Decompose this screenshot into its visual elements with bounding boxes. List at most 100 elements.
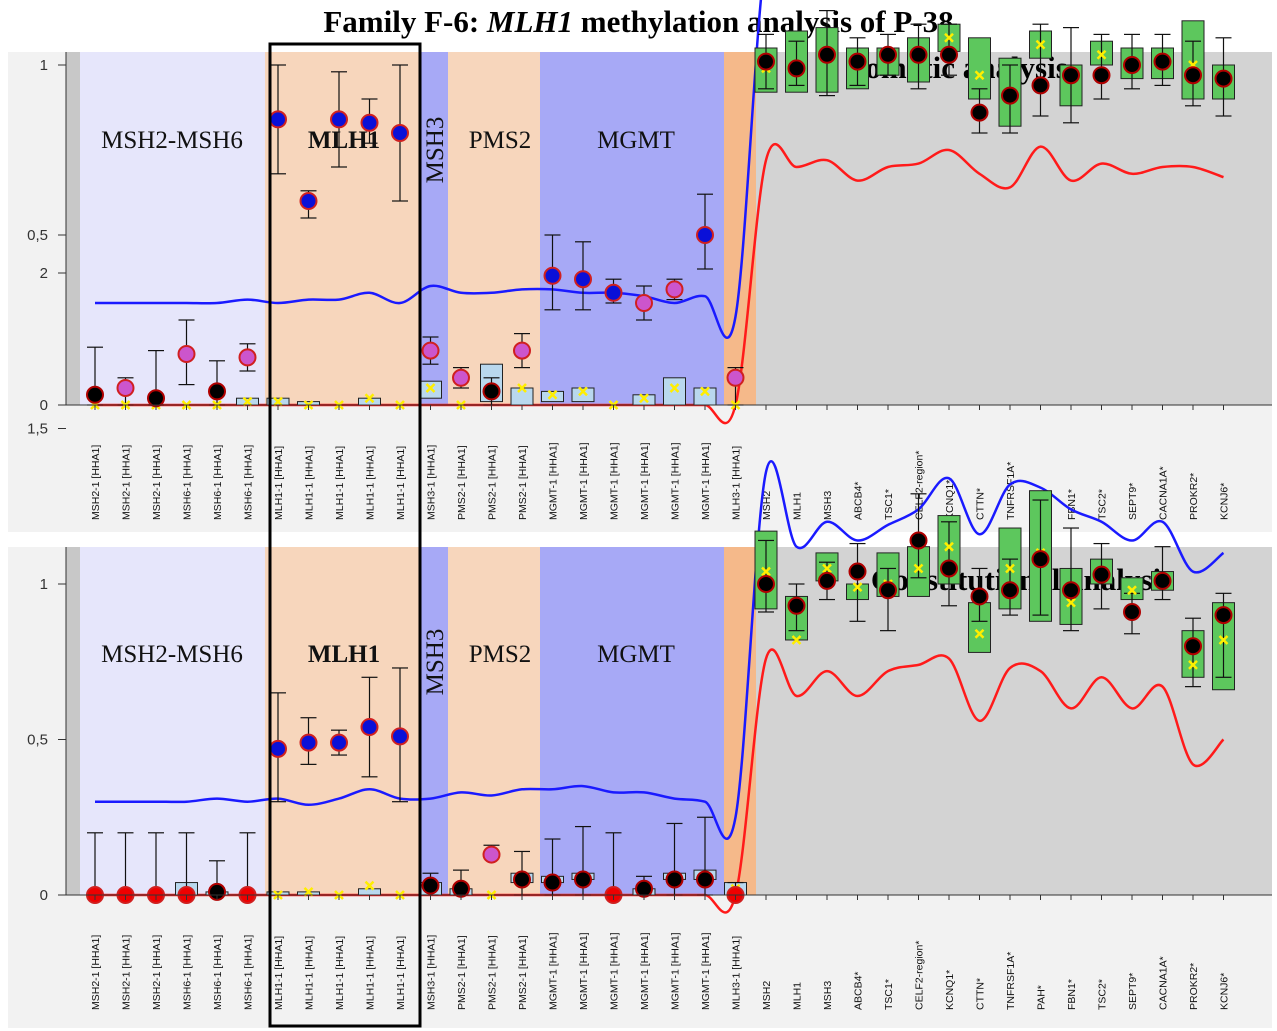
x-tick-label: MLH1-1 [HHA1] <box>365 936 377 1010</box>
y-tick-label: 0 <box>40 397 48 414</box>
data-point <box>787 596 806 615</box>
data-point <box>116 379 135 397</box>
x-tick-label: KCNQ1* <box>944 970 956 1010</box>
x-tick-label: MGMT-1 [HHA1] <box>670 932 682 1010</box>
data-point <box>86 385 104 404</box>
median-marker <box>974 70 985 81</box>
x-tick-label: ABCB4* <box>853 971 865 1010</box>
x-tick-label: FBN1* <box>1066 489 1078 520</box>
data-point <box>269 110 287 129</box>
mlh1-highlight-frame <box>268 42 422 1028</box>
data-point <box>360 718 379 737</box>
data-point <box>482 382 501 401</box>
data-point <box>421 876 440 895</box>
region-label-pms2: PMS2 <box>469 641 532 668</box>
x-tick-label: MLH1-1 [HHA1] <box>334 446 346 520</box>
data-point <box>635 879 653 898</box>
data-point <box>269 739 287 758</box>
median-marker <box>700 386 710 397</box>
median-marker <box>761 566 771 577</box>
data-point <box>665 280 684 299</box>
x-tick-label: MGMT-1 [HHA1] <box>609 442 621 520</box>
x-tick-label: MSH6-1 [HHA1] <box>182 935 194 1010</box>
median-marker <box>639 393 649 404</box>
x-tick-label: KCNQ1* <box>944 480 956 520</box>
y-tick-label: 1 <box>40 576 48 593</box>
median-marker <box>1035 39 1046 50</box>
x-tick-label: MSH3-1 [HHA1] <box>426 935 438 1010</box>
data-point <box>513 870 531 889</box>
x-tick-label: MLH1-1 [HHA1] <box>395 446 407 520</box>
median-marker <box>517 383 527 393</box>
median-marker <box>364 393 375 404</box>
region-band-r4 <box>448 547 540 895</box>
x-tick-label: ABCB4* <box>853 481 865 520</box>
data-point <box>1123 602 1141 621</box>
region-label-mlh1: MLH1 <box>308 641 380 668</box>
x-tick-label: MGMT-1 [HHA1] <box>609 932 621 1010</box>
region-band-r2 <box>265 52 420 405</box>
x-tick-label: MLH1 <box>792 982 804 1010</box>
region-band-r1 <box>80 52 265 405</box>
x-tick-label: MSH6-1 [HHA1] <box>182 445 194 520</box>
data-point <box>543 873 562 892</box>
x-tick-label: MSH6-1 [HHA1] <box>212 935 224 1010</box>
x-tick-label: MSH2-1 [HHA1] <box>90 445 102 520</box>
y-axis: 00,511,52 <box>27 52 67 414</box>
x-tick-label: MGMT-1 [HHA1] <box>548 442 560 520</box>
x-tick-label: MLH1-1 [HHA1] <box>334 936 346 1010</box>
x-tick-label: CELF2-region* <box>914 451 926 520</box>
data-point <box>360 113 379 132</box>
median-marker <box>1188 659 1198 670</box>
data-point <box>299 192 318 210</box>
data-point <box>391 124 409 142</box>
data-point <box>909 45 928 64</box>
region-band-r1 <box>80 547 265 895</box>
x-tick-label: MLH1-1 [HHA1] <box>395 936 407 1010</box>
x-tick-label: MGMT-1 [HHA1] <box>578 442 590 520</box>
figure-title: Family F-6: MLH1 methylation analysis of… <box>0 0 1277 44</box>
region-band-r2 <box>265 547 420 895</box>
median-marker <box>364 880 375 891</box>
data-point <box>696 226 714 244</box>
x-tick-label: TSC1* <box>883 979 895 1010</box>
x-tick-label: CACNA1A* <box>1158 466 1170 520</box>
x-tick-label: MGMT-1 [HHA1] <box>548 932 560 1010</box>
region-label-msh3: MSH3 <box>422 629 449 696</box>
data-point <box>513 341 531 360</box>
data-point <box>940 559 958 578</box>
data-point <box>604 283 623 302</box>
data-point <box>1092 565 1111 584</box>
data-point <box>1214 606 1233 625</box>
x-tick-label: CELF2-region* <box>914 941 926 1010</box>
median-marker <box>1096 49 1107 60</box>
x-tick-label: KCNJ6* <box>1219 483 1231 520</box>
upper-threshold-line <box>94 460 1225 840</box>
x-tick-label: KCNJ6* <box>1219 973 1231 1010</box>
x-tick-label: MLH1 <box>792 492 804 520</box>
region-label-mgmt: MGMT <box>597 127 675 154</box>
x-tick-label: PMS2-1 [HHA1] <box>456 445 468 520</box>
median-marker <box>1066 597 1076 608</box>
title-gene: MLH1 <box>486 4 574 39</box>
data-point <box>574 270 592 289</box>
x-tick-label: PROKR2* <box>1188 473 1200 520</box>
median-marker <box>1127 585 1137 596</box>
data-point <box>238 348 257 367</box>
x-tick-label: MSH3-1 [HHA1] <box>426 445 438 520</box>
median-marker <box>425 383 436 393</box>
data-point <box>757 52 775 71</box>
data-point <box>1062 66 1080 85</box>
median-marker <box>852 582 863 592</box>
median-marker <box>273 396 283 407</box>
median-marker <box>944 541 954 552</box>
x-tick-label: TSC1* <box>883 489 895 520</box>
x-tick-label: MSH2 <box>761 491 773 520</box>
region-label-msh3: MSH3 <box>422 117 449 184</box>
data-point <box>147 389 165 408</box>
x-tick-label: CTTN* <box>975 488 987 520</box>
x-tick-label: MGMT-1 [HHA1] <box>639 932 651 1010</box>
data-point <box>543 266 562 285</box>
data-point <box>1153 52 1172 71</box>
